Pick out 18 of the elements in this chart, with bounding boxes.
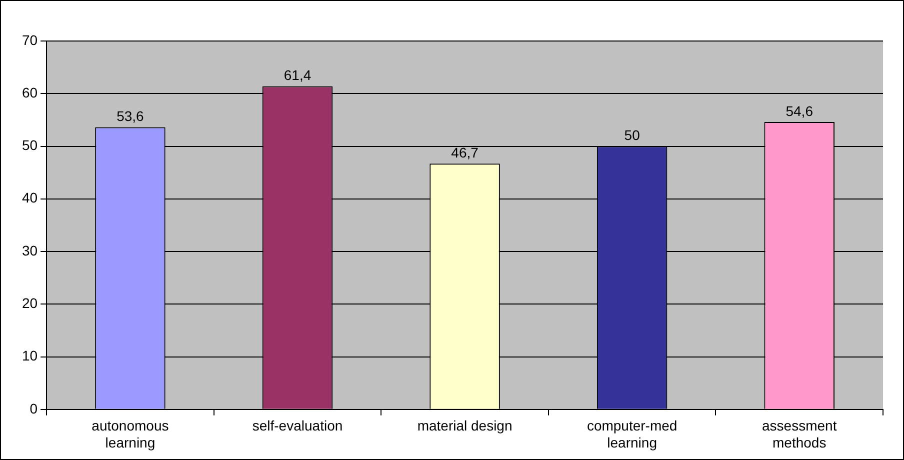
data-label: 50	[624, 127, 640, 144]
y-tick-label: 40	[22, 190, 38, 206]
y-tick-label: 60	[22, 84, 38, 100]
y-tick-label: 0	[30, 400, 38, 416]
x-tick-label: autonomous learning	[92, 418, 169, 450]
x-tick-label: self-evaluation	[252, 418, 343, 434]
y-tick-label: 70	[22, 32, 38, 48]
x-tick-label: assessment methods	[762, 418, 837, 450]
y-tick-label: 10	[22, 348, 38, 364]
y-tick-label: 50	[22, 137, 38, 154]
data-label: 46,7	[451, 144, 479, 160]
data-label: 61,4	[284, 67, 312, 84]
x-tick-label: computer-med learning	[586, 418, 678, 450]
data-label: 54,6	[786, 102, 814, 119]
data-label: 53,6	[116, 108, 144, 124]
y-tick-label: 20	[22, 295, 38, 311]
y-tick-label: 30	[22, 242, 38, 258]
x-tick-label: material design	[417, 418, 512, 434]
